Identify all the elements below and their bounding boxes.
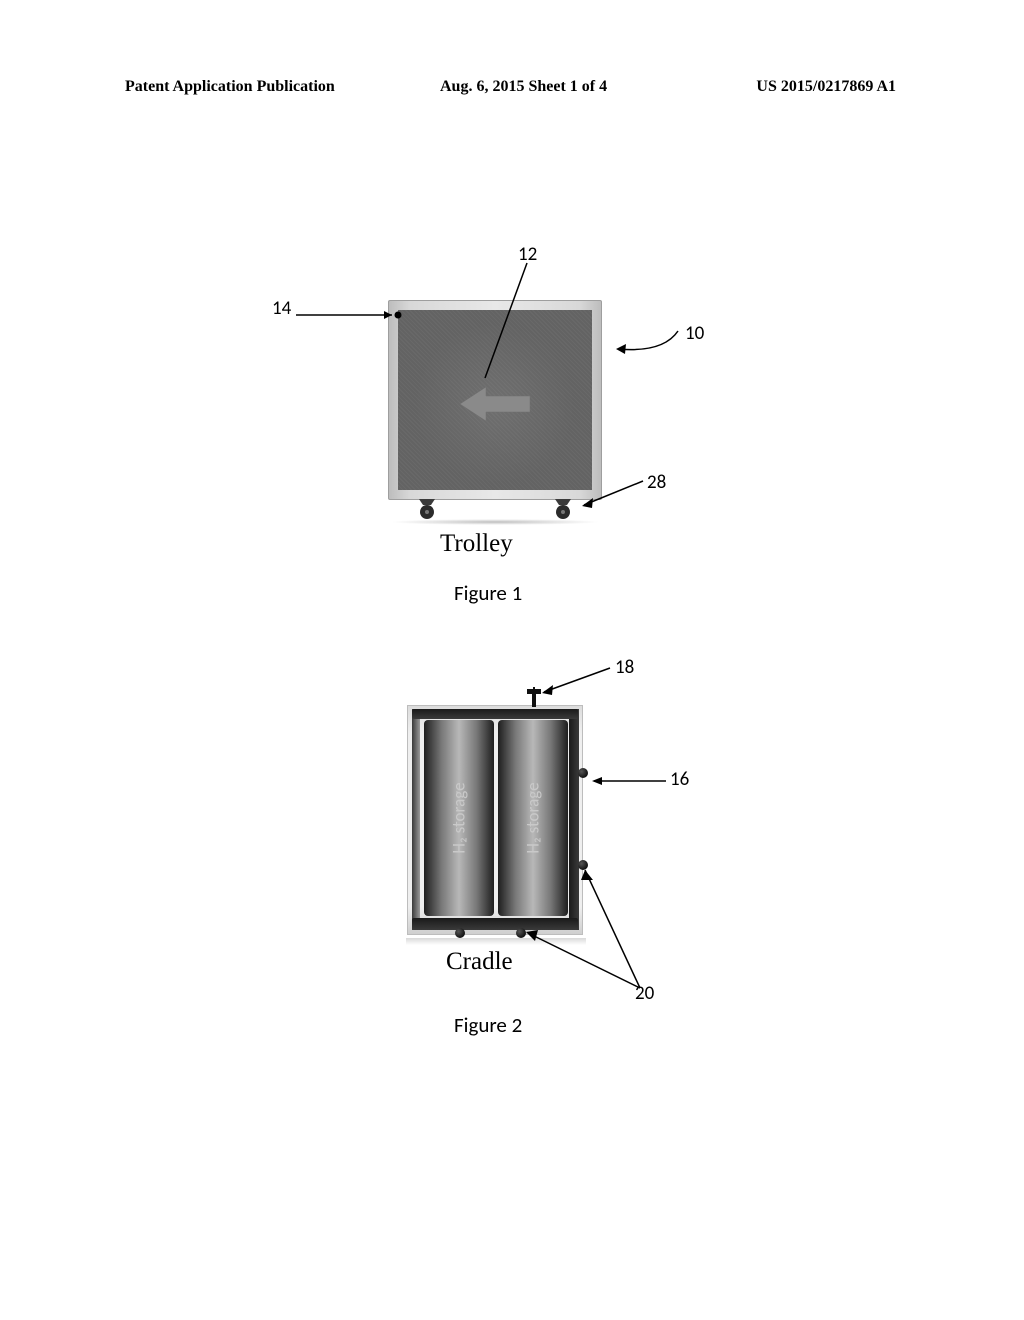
trolley-base-shadow [390, 519, 600, 525]
leader-18-icon [538, 668, 618, 703]
figure-1-caption: Figure 1 [454, 580, 522, 606]
figure-2-caption: Figure 2 [454, 1012, 522, 1038]
arrow-left-icon [460, 387, 530, 421]
figure-1: 12 14 10 28 Trolley Figu [320, 275, 720, 605]
figure-2: H₂ storage H₂ storage 18 [320, 660, 740, 1040]
page-body: 12 14 10 28 Trolley Figu [0, 0, 1024, 1320]
fastener-icon [578, 860, 588, 870]
trolley-object-label: Trolley [440, 530, 513, 558]
h2-cylinder-2-label: H₂ storage [523, 782, 544, 853]
trolley-wheel-left-icon [416, 499, 438, 519]
trolley-wheel-right-icon [552, 499, 574, 519]
cradle-frame-left [412, 709, 420, 930]
leader-20-icon [522, 870, 662, 1005]
h2-cylinder-1: H₂ storage [424, 720, 494, 916]
cradle-frame-top [412, 709, 578, 719]
leader-16-icon [586, 776, 676, 794]
fastener-icon [455, 928, 465, 938]
leader-10-icon [608, 331, 688, 366]
cradle-object-label: Cradle [446, 948, 513, 976]
leader-14-icon [296, 307, 406, 325]
callout-14: 14 [272, 297, 291, 320]
h2-cylinder-1-label: H₂ storage [449, 782, 470, 853]
leader-28-icon [578, 481, 653, 516]
leader-12-icon [485, 263, 545, 388]
